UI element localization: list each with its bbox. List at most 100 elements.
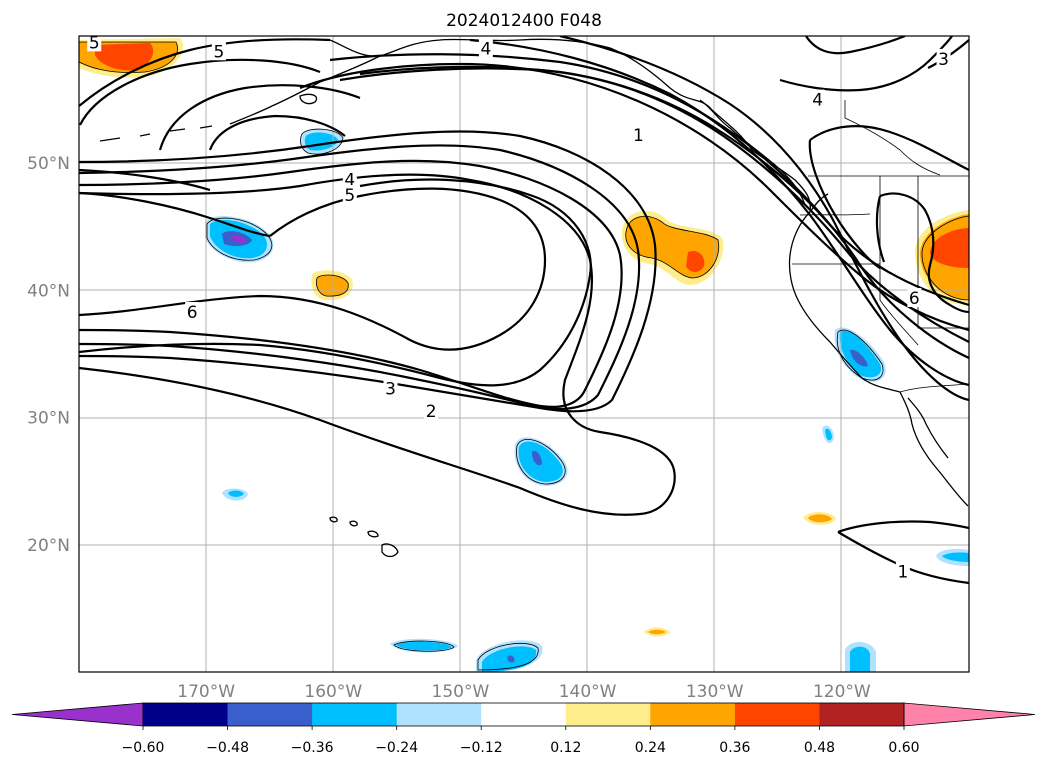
contour-north-4 xyxy=(779,36,953,92)
colorbar-segment xyxy=(481,703,567,726)
lon-tick-label: 150°W xyxy=(432,682,490,702)
colorbar-tick-label: −0.24 xyxy=(375,740,418,756)
colorbar-frame xyxy=(142,702,905,727)
outline-subtropical-central xyxy=(516,438,566,485)
contour-label-bg xyxy=(383,378,398,398)
contour-ridge-1 xyxy=(79,173,676,516)
lon-tick-label: 170°W xyxy=(177,682,235,702)
negative-anomaly-fills xyxy=(205,129,969,672)
outline-southern-california xyxy=(836,329,884,381)
contour-label-bg xyxy=(185,302,200,322)
contour-upper-arc-3 xyxy=(208,65,969,343)
colorbar-tick-label: 0.36 xyxy=(719,740,750,756)
anomaly-patch-northeast-pacific-max xyxy=(686,250,705,272)
border-nv-ut xyxy=(917,264,969,329)
contour-high-6-west xyxy=(79,191,271,238)
contour-label: 3 xyxy=(938,50,949,70)
anomaly-patch-baja-core xyxy=(808,514,832,523)
outline-great-basin xyxy=(921,215,969,301)
contour-label-bg xyxy=(342,185,357,204)
contour-label: 5 xyxy=(344,186,355,206)
colorbar-extend-min xyxy=(11,702,144,727)
coast-baja-inner xyxy=(907,397,949,459)
border-ca-nv xyxy=(879,264,919,346)
coast-west-us xyxy=(788,211,901,393)
contour-label: 1 xyxy=(633,126,644,146)
colorbar-tick-label: 0.48 xyxy=(804,740,835,756)
anomaly-patch-guadalupe-core xyxy=(825,428,832,441)
ocean-background xyxy=(79,36,969,672)
contour-lines xyxy=(79,36,969,585)
outline-north-pacific-west xyxy=(206,217,273,261)
contour-high-5 xyxy=(79,168,592,387)
contour-label: 4 xyxy=(812,91,823,111)
map-title: 2024012400 F048 xyxy=(446,11,602,31)
lat-tick-label: 30°N xyxy=(27,409,70,429)
anomaly-patch-subtropical-central-max xyxy=(532,450,542,466)
colorbar-tick-label: 0.24 xyxy=(635,740,666,756)
contour-label: 6 xyxy=(187,303,198,323)
anomaly-patch-mexico-coast-core xyxy=(942,552,969,562)
anomaly-patch-great-basin-max xyxy=(930,228,969,268)
colorbar-segment xyxy=(227,703,313,726)
colorbar-tick-label: −0.48 xyxy=(206,740,249,756)
colorbar-tick-label: −0.12 xyxy=(460,740,503,756)
coast-baja xyxy=(899,391,969,507)
colorbar-tick-label: −0.36 xyxy=(291,740,334,756)
colorbar: −0.60 −0.48 −0.36 −0.24 −0.12 0.12 0.24 0.36 0.4… xyxy=(11,702,1036,756)
coast-hawaii-oahu xyxy=(349,520,358,527)
lon-tick-label: 120°W xyxy=(813,682,871,702)
outline-tropical-central xyxy=(393,640,455,652)
contour-label-bg xyxy=(936,48,951,68)
lat-tick-labels: 50°N 40°N 30°N 20°N xyxy=(27,154,70,556)
anomaly-patch-central-pacific-core xyxy=(316,275,349,297)
outline-northeast-pacific xyxy=(625,215,720,279)
contour-high-6 xyxy=(79,187,547,351)
border-us-mexico xyxy=(899,383,969,393)
contour-label: 5 xyxy=(89,33,100,53)
contour-outer-5 xyxy=(79,38,331,107)
colorbar-tick-label: −0.60 xyxy=(122,740,165,756)
anomaly-patch-southern-california-core xyxy=(839,330,882,378)
anomaly-patch-tropical-central-core xyxy=(396,641,452,651)
outline-tropical-south xyxy=(477,642,539,671)
lon-tick-label: 130°W xyxy=(686,682,744,702)
contour-label-bg xyxy=(478,38,493,58)
lon-tick-labels: 170°W 160°W 150°W 140°W 130°W 120°W xyxy=(177,682,871,702)
anomaly-patch-tropical-southeast-core xyxy=(850,646,870,672)
anomaly-patch-aleutian-west-max xyxy=(95,43,154,71)
anomaly-outlines xyxy=(79,41,969,671)
contour-interior-6 xyxy=(875,192,969,314)
colorbar-extend-max xyxy=(903,702,1036,727)
coast-kodiak xyxy=(299,93,318,105)
coast-hawaii-kauai xyxy=(329,516,338,523)
lat-tick-label: 50°N xyxy=(27,154,70,174)
contour-label: 4 xyxy=(344,171,355,191)
colorbar-segment xyxy=(650,703,736,726)
lat-tick-label: 20°N xyxy=(27,536,70,556)
contour-label-bg xyxy=(810,89,825,109)
contour-label: 4 xyxy=(480,40,491,60)
anomaly-patch-north-pacific-west-peak xyxy=(232,235,246,243)
contour-label: 3 xyxy=(385,379,396,399)
anomaly-patch-tropical-east-core xyxy=(648,629,666,635)
positive-anomaly-fills xyxy=(79,38,969,637)
contour-label-bg xyxy=(631,125,646,145)
contour-label: 2 xyxy=(426,402,437,422)
colorbar-segment xyxy=(565,703,651,726)
anomaly-patch-southern-california-max xyxy=(850,349,868,367)
contour-label-bg xyxy=(895,561,910,581)
contour-label: 1 xyxy=(897,563,908,583)
anomaly-patch-tropical-south-max xyxy=(507,655,515,663)
map-frame xyxy=(78,35,970,673)
contour-ridge-4 xyxy=(79,130,657,413)
outline-bering xyxy=(300,128,344,155)
contour-upper-arc-1 xyxy=(79,58,969,332)
border-alaska-canada xyxy=(844,100,941,176)
contour-label-bg xyxy=(342,169,357,189)
colorbar-segment xyxy=(734,703,820,726)
contour-label-bg xyxy=(211,41,226,61)
